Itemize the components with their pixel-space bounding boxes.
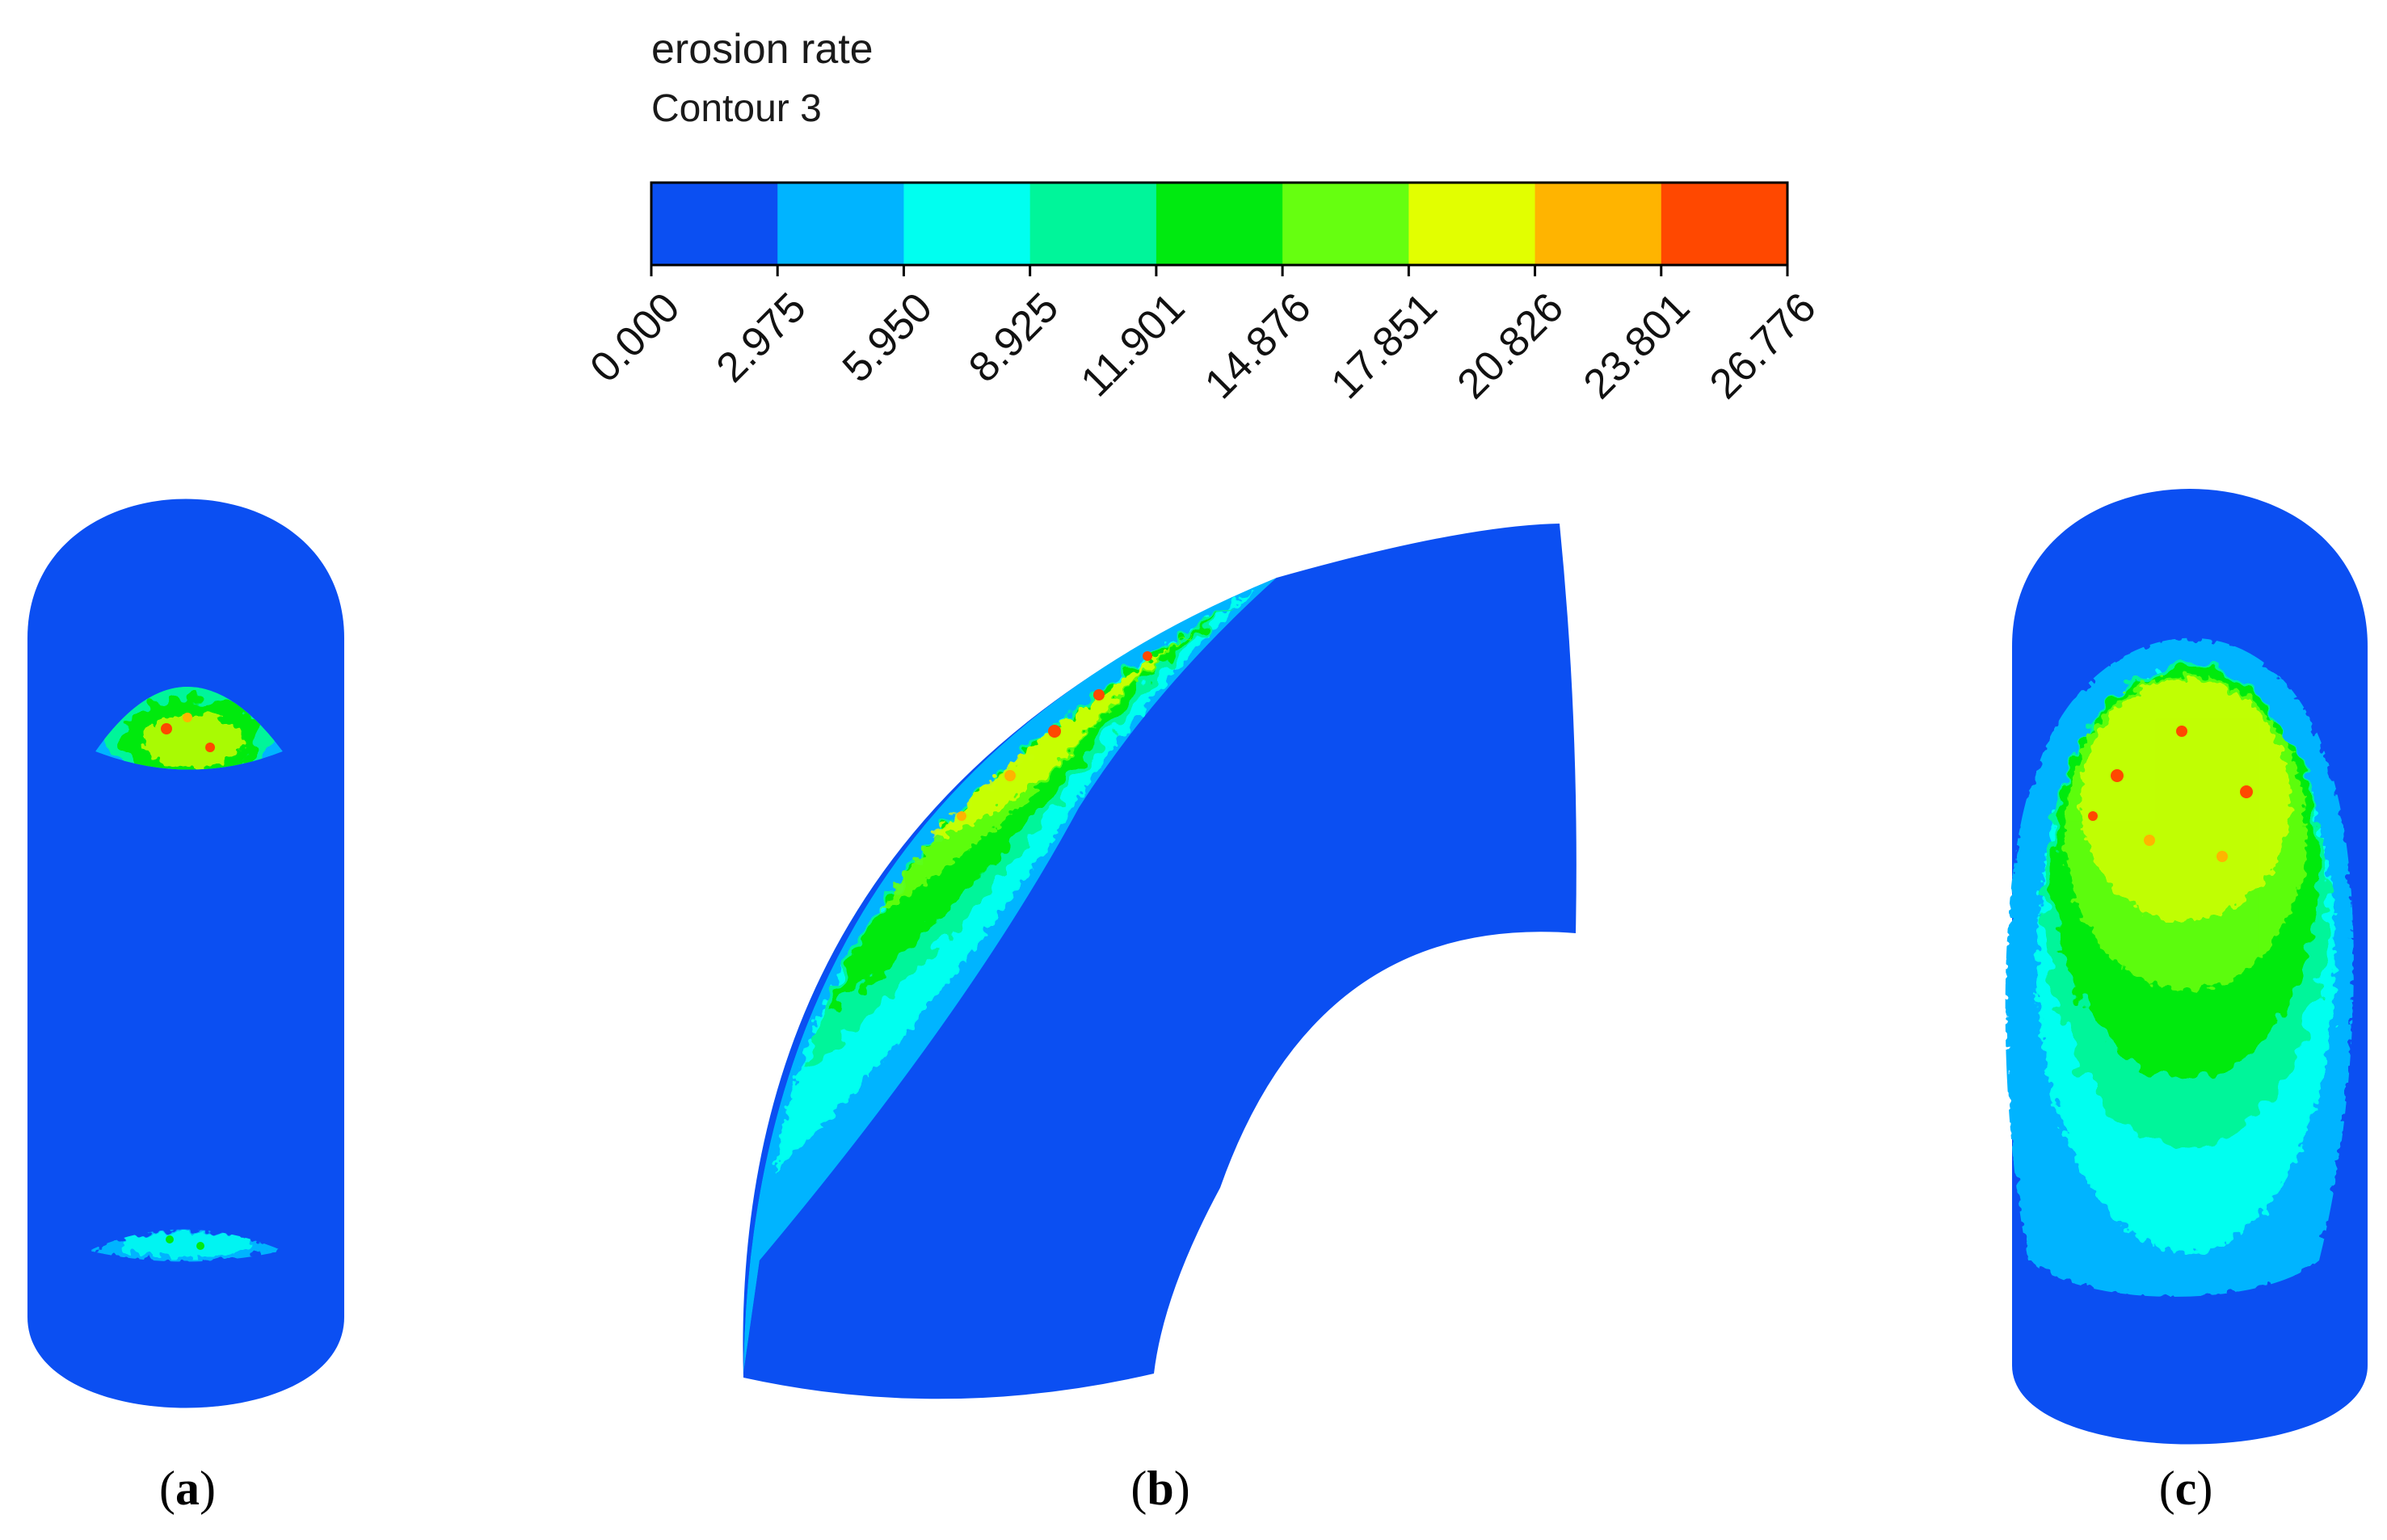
colorbar-bin xyxy=(1156,183,1283,265)
panel-label-b: (b) xyxy=(1130,1462,1189,1515)
colorbar-tick-label: 8.925 xyxy=(960,284,1067,391)
pipe-a-upper-erosion-patch xyxy=(95,687,283,770)
panel-a-pipe xyxy=(27,499,344,1408)
colorbar-tick-label: 14.876 xyxy=(1196,284,1320,407)
colorbar-bin xyxy=(1029,183,1157,265)
colorbar-tick-label: 2.975 xyxy=(708,284,815,391)
colorbar-bin xyxy=(1408,183,1536,265)
colorbar-bin xyxy=(1534,183,1662,265)
pipe-a-lower-erosion-patch xyxy=(89,1229,283,1262)
pipe-c-erosion-patch xyxy=(2005,637,2354,1297)
colorbar-bin xyxy=(777,183,904,265)
pipe-a-body xyxy=(27,499,344,1408)
colorbar-tick-label: 0.000 xyxy=(581,284,688,391)
colorbar-tick-label: 20.826 xyxy=(1449,284,1572,407)
elbow-b-erosion-band xyxy=(743,578,1277,1374)
panel-b-elbow xyxy=(743,524,1577,1399)
colorbar-tick-label: 5.950 xyxy=(834,284,941,391)
colorbar-tick-label: 17.851 xyxy=(1322,284,1446,407)
colorbar-tick-label: 11.901 xyxy=(1072,284,1194,406)
panel-label-a: (a) xyxy=(159,1462,216,1515)
colorbar-ticks xyxy=(650,265,1789,276)
colorbar-bin xyxy=(1282,183,1409,265)
panel-label-c: (c) xyxy=(2159,1462,2213,1515)
legend-subtitle: Contour 3 xyxy=(651,87,822,130)
colorbar-bin xyxy=(903,183,1031,265)
panel-c-pipe xyxy=(2005,489,2368,1445)
colorbar-legend: erosion rate Contour 3 0.000 2.975 5.950 8.… xyxy=(581,26,1825,408)
colorbar-tick-label: 23.801 xyxy=(1575,284,1699,407)
elbow-b-body xyxy=(743,524,1577,1399)
colorbar-frame xyxy=(650,181,1789,267)
colorbar-labels: 0.000 2.975 5.950 8.925 11.901 14.876 17.851 20… xyxy=(581,284,1825,407)
legend-title: erosion rate xyxy=(651,26,874,73)
colorbar-bins xyxy=(651,183,1788,265)
colorbar-bin xyxy=(651,183,778,265)
colorbar-bin xyxy=(1661,183,1788,265)
colorbar-tick-label: 26.776 xyxy=(1701,284,1825,407)
